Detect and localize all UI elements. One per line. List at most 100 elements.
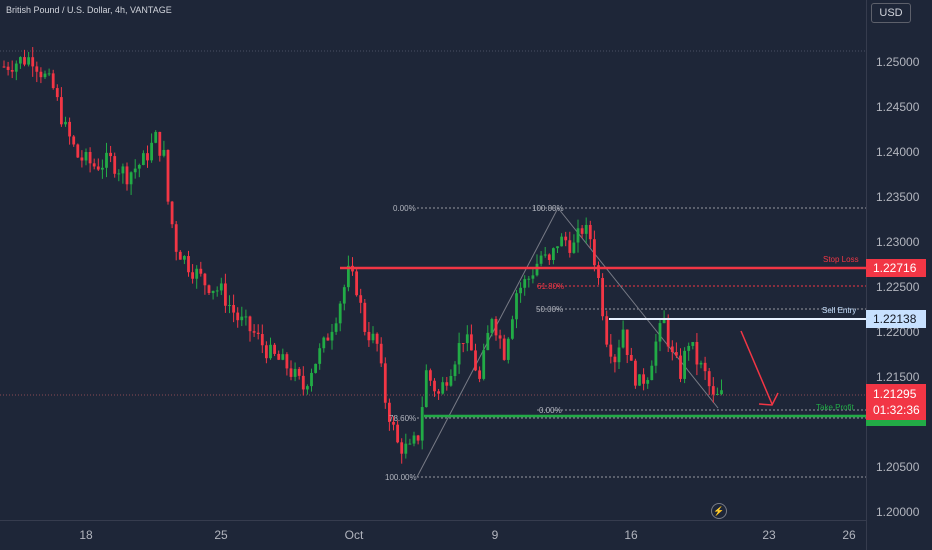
projection-arrow[interactable] — [740, 330, 779, 406]
candle-down — [170, 201, 174, 225]
candle-down — [72, 136, 76, 145]
price-tick: 1.24500 — [876, 100, 920, 114]
candle-down — [285, 354, 289, 369]
candle-up — [314, 363, 317, 373]
stop-loss-price-tag: 1.22716 — [866, 259, 926, 277]
candle-down — [355, 271, 358, 296]
candle-down — [174, 224, 178, 252]
candle-down — [39, 71, 43, 78]
candle-up — [506, 338, 510, 360]
candle-up — [129, 172, 133, 185]
candle-down — [88, 151, 92, 164]
candle-up — [584, 224, 588, 234]
sell-entry-price-tag: 1.22138 — [866, 310, 926, 328]
candle-down — [363, 302, 367, 332]
price-tick: 1.25000 — [876, 55, 920, 69]
candle-up — [105, 152, 108, 168]
time-axis[interactable] — [0, 520, 866, 550]
fib-retracement-upper[interactable] — [417, 207, 866, 411]
candle-up — [338, 303, 342, 324]
candle-down — [478, 370, 481, 379]
candle-up — [638, 374, 641, 386]
candle-up — [650, 365, 654, 381]
candle-down — [10, 69, 14, 72]
candle-down — [437, 391, 440, 394]
fib-label-100: 100.00% — [532, 204, 564, 213]
candle-down — [51, 73, 55, 89]
candle-down — [125, 166, 129, 185]
candle-up — [27, 57, 30, 65]
candle-up — [539, 255, 543, 264]
fib-label-0-bottom: 0.00% — [539, 406, 562, 415]
candle-down — [695, 341, 699, 365]
candle-up — [347, 265, 350, 288]
candle-down — [429, 370, 432, 381]
fib-label-78-6: 78.60% — [389, 414, 417, 423]
candle-down — [76, 144, 80, 158]
fib-retracement-lower[interactable] — [416, 207, 866, 478]
candle-up — [453, 364, 457, 377]
candle-up — [720, 390, 723, 395]
candle-up — [269, 344, 272, 359]
candle-down — [470, 334, 473, 351]
candle-up — [482, 350, 486, 379]
chart-plot-area[interactable] — [0, 0, 866, 520]
candle-up — [527, 278, 531, 280]
candle-up — [43, 73, 47, 78]
candles-group — [2, 47, 723, 464]
date-tick: 23 — [762, 528, 776, 542]
fib-trend-line — [557, 207, 719, 409]
candle-up — [310, 372, 313, 387]
candle-down — [113, 156, 117, 174]
date-tick: 26 — [842, 528, 856, 542]
price-tick: 1.22500 — [876, 280, 920, 294]
candle-down — [60, 97, 63, 125]
candle-down — [166, 149, 170, 202]
candle-up — [552, 248, 555, 260]
price-tick: 1.20500 — [876, 460, 920, 474]
candle-down — [433, 380, 436, 392]
candle-up — [408, 443, 412, 445]
candle-down — [359, 295, 363, 303]
candle-down — [400, 442, 404, 454]
candle-down — [256, 332, 260, 335]
candle-down — [277, 353, 281, 360]
candle-up — [699, 362, 703, 365]
candle-down — [625, 329, 629, 356]
candle-down — [146, 153, 149, 161]
date-tick: 16 — [624, 528, 638, 542]
candle-up — [330, 331, 334, 341]
candle-down — [297, 368, 301, 376]
candle-up — [420, 407, 424, 441]
candle-down — [494, 319, 498, 336]
candle-up — [658, 323, 662, 342]
last-price-value: 1.21295 — [873, 387, 917, 401]
candle-down — [711, 386, 715, 395]
candle-down — [109, 152, 112, 157]
candle-up — [543, 254, 547, 256]
candle-up — [342, 287, 346, 304]
candle-up — [576, 228, 580, 243]
candle-up — [412, 435, 416, 444]
candle-down — [199, 268, 203, 274]
candle-down — [2, 66, 6, 68]
candle-down — [31, 57, 35, 67]
candle-up — [465, 334, 469, 344]
candle-down — [396, 424, 399, 443]
candle-up — [228, 305, 231, 307]
candle-down — [547, 254, 551, 260]
currency-selector[interactable]: USD — [871, 3, 911, 23]
candle-up — [293, 368, 297, 377]
candle-up — [535, 263, 539, 276]
candle-down — [6, 66, 10, 70]
price-tick: 1.21500 — [876, 370, 920, 384]
lightning-icon[interactable]: ⚡ — [711, 503, 727, 519]
candle-down — [35, 66, 39, 72]
candle-up — [556, 246, 559, 249]
price-tick: 1.22000 — [876, 325, 920, 339]
candle-up — [486, 332, 490, 351]
candle-down — [273, 344, 276, 354]
candle-down — [80, 157, 84, 161]
candle-down — [474, 350, 477, 371]
take-profit-label: Take Profit — [816, 403, 854, 412]
